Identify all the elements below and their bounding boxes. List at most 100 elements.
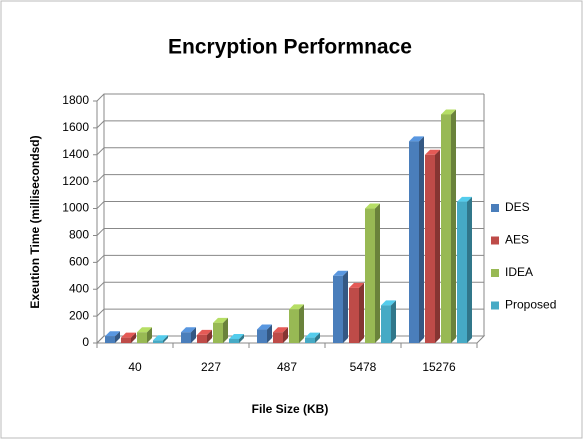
grid-line bbox=[93, 281, 484, 290]
bar bbox=[121, 332, 136, 343]
legend-swatch bbox=[491, 269, 499, 277]
bar-face bbox=[197, 334, 207, 343]
bar-face bbox=[359, 282, 364, 343]
bar-face bbox=[239, 333, 244, 343]
bar-face bbox=[137, 332, 147, 343]
bar bbox=[289, 304, 304, 343]
grid-line bbox=[93, 254, 484, 263]
bar-face bbox=[121, 337, 131, 343]
bar-face bbox=[365, 203, 380, 209]
bar-face bbox=[191, 327, 196, 343]
grid-line bbox=[93, 120, 484, 129]
y-tick-label: 400 bbox=[69, 281, 89, 295]
bar bbox=[137, 327, 152, 343]
y-axis-label: Exeution Time (millisecondsd) bbox=[28, 135, 42, 308]
y-tick-label: 200 bbox=[69, 308, 89, 322]
legend-swatch bbox=[491, 204, 499, 212]
bar bbox=[153, 335, 168, 343]
bar-face bbox=[223, 317, 228, 343]
bar-face bbox=[381, 300, 396, 306]
bar-face bbox=[257, 329, 267, 343]
bar-face bbox=[349, 282, 364, 288]
bar-face bbox=[349, 287, 359, 343]
bar bbox=[229, 333, 244, 343]
bar bbox=[197, 329, 212, 343]
bar-face bbox=[267, 324, 272, 343]
bar-face bbox=[333, 270, 348, 276]
bar bbox=[441, 109, 456, 343]
legend-label: AES bbox=[505, 233, 529, 247]
bar-face bbox=[121, 332, 136, 338]
bar-face bbox=[299, 304, 304, 343]
bar-face bbox=[333, 275, 343, 343]
bar-face bbox=[197, 329, 212, 335]
bar-face bbox=[257, 324, 272, 330]
bar bbox=[349, 282, 364, 343]
bar-face bbox=[391, 300, 396, 343]
bar bbox=[381, 300, 396, 343]
bar-face bbox=[213, 322, 223, 343]
bar bbox=[181, 327, 196, 343]
x-tick-label: 227 bbox=[201, 360, 221, 374]
legend-swatch bbox=[491, 301, 499, 310]
legend-label: IDEA bbox=[505, 265, 533, 279]
bar-face bbox=[365, 208, 375, 343]
bar-face bbox=[381, 305, 391, 343]
x-tick-label: 5478 bbox=[350, 360, 377, 374]
bar-face bbox=[425, 149, 440, 155]
bar bbox=[425, 149, 440, 343]
bar-face bbox=[229, 338, 239, 343]
grid-line bbox=[93, 93, 484, 102]
bar-face bbox=[441, 114, 451, 343]
legend-label: Proposed bbox=[505, 298, 556, 312]
y-tick-label: 800 bbox=[69, 228, 89, 242]
x-tick-label: 487 bbox=[277, 360, 297, 374]
bar-face bbox=[105, 331, 120, 337]
grid-line bbox=[93, 227, 484, 236]
y-tick-label: 600 bbox=[69, 255, 89, 269]
bar-face bbox=[409, 141, 419, 343]
y-tick-label: 1400 bbox=[62, 147, 89, 161]
x-axis-label: File Size (KB) bbox=[252, 402, 329, 416]
bar-face bbox=[147, 327, 152, 343]
bar bbox=[257, 324, 272, 343]
bar bbox=[409, 136, 424, 343]
bar-face bbox=[163, 335, 168, 343]
bar-face bbox=[419, 136, 424, 343]
chart-title: Encryption Performnace bbox=[168, 36, 412, 59]
bar-face bbox=[289, 304, 304, 310]
bar-face bbox=[375, 203, 380, 343]
bar-face bbox=[451, 109, 456, 343]
bar-face bbox=[425, 154, 435, 343]
legend-label: DES bbox=[505, 200, 530, 214]
bar-face bbox=[283, 327, 288, 343]
bar bbox=[305, 332, 320, 343]
bar-face bbox=[435, 149, 440, 343]
bar-face bbox=[153, 335, 168, 341]
bar-face bbox=[305, 332, 320, 338]
bar-face bbox=[457, 196, 472, 202]
bar-face bbox=[315, 332, 320, 343]
bar-face bbox=[441, 109, 456, 115]
bar-face bbox=[213, 317, 228, 323]
x-tick-label: 15276 bbox=[422, 360, 456, 374]
bar-face bbox=[273, 327, 288, 333]
bar-face bbox=[153, 340, 163, 343]
bar-face bbox=[207, 329, 212, 343]
y-tick-label: 1600 bbox=[62, 120, 89, 134]
bar-face bbox=[115, 331, 120, 343]
y-tick-label: 1200 bbox=[62, 174, 89, 188]
legend-swatch bbox=[491, 236, 499, 245]
y-tick-label: 0 bbox=[82, 335, 89, 349]
bar-face bbox=[467, 196, 472, 343]
bar bbox=[333, 270, 348, 343]
y-tick-label: 1000 bbox=[62, 201, 89, 215]
bar-face bbox=[137, 327, 152, 333]
bar-face bbox=[457, 201, 467, 343]
bar-face bbox=[305, 337, 315, 343]
bar-face bbox=[409, 136, 424, 142]
grid-line bbox=[93, 174, 484, 183]
